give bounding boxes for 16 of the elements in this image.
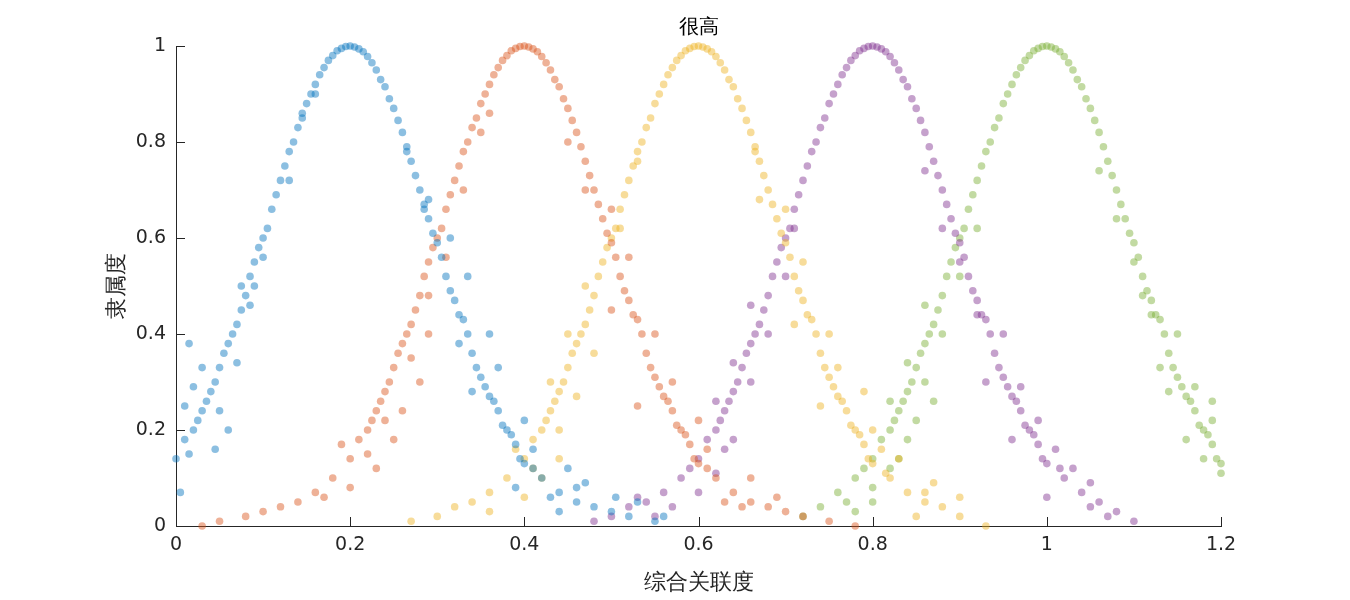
y-axis-title: 隶属度 — [102, 253, 128, 319]
y-tick-label: 0.2 — [135, 416, 166, 439]
x-tick-label: 0.2 — [335, 532, 366, 555]
chart-title: 很高 — [678, 14, 719, 39]
x-tick-label: 1.2 — [1205, 532, 1237, 555]
y-tick-label: 0.8 — [135, 128, 166, 151]
x-tick-label: 0 — [169, 532, 183, 555]
x-tick-label: 0.8 — [857, 532, 888, 555]
y-tick-label: 0 — [153, 512, 166, 535]
x-tick-label: 1 — [1040, 532, 1053, 555]
y-tick-label: 0.6 — [135, 224, 166, 247]
x-axis-title: 综合关联度 — [643, 568, 754, 594]
x-tick-label: 0.6 — [683, 532, 714, 555]
y-tick-label: 1 — [153, 32, 166, 55]
x-tick-label: 0.4 — [509, 532, 540, 555]
y-tick-label: 0.4 — [135, 320, 166, 343]
